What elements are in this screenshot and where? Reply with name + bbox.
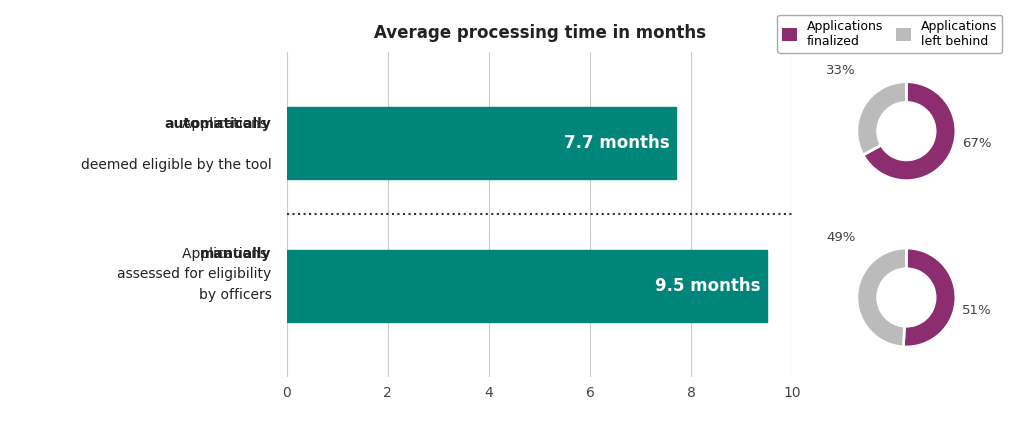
Text: Applications: Applications	[182, 117, 271, 131]
Title: Average processing time in months: Average processing time in months	[374, 24, 706, 42]
Text: 51%: 51%	[962, 304, 991, 317]
Text: deemed eligible by the tool: deemed eligible by the tool	[81, 158, 271, 172]
Text: manually: manually	[200, 247, 271, 261]
Bar	[287, 250, 767, 321]
Wedge shape	[903, 248, 955, 347]
Wedge shape	[857, 248, 906, 347]
Text: 49%: 49%	[826, 231, 856, 244]
Text: automatically: automatically	[165, 117, 271, 131]
Text: 9.5 months: 9.5 months	[655, 277, 761, 295]
Text: Applications: Applications	[182, 247, 271, 261]
Wedge shape	[857, 82, 906, 155]
Text: 67%: 67%	[962, 137, 991, 150]
Text: 33%: 33%	[826, 65, 856, 78]
Text: assessed for eligibility: assessed for eligibility	[118, 268, 271, 281]
Text: 7.7 months: 7.7 months	[564, 134, 670, 152]
Bar	[287, 107, 676, 179]
Legend: Applications
finalized, Applications
left behind: Applications finalized, Applications lef…	[777, 15, 1002, 53]
Wedge shape	[863, 82, 955, 181]
Text: by officers: by officers	[199, 288, 271, 302]
